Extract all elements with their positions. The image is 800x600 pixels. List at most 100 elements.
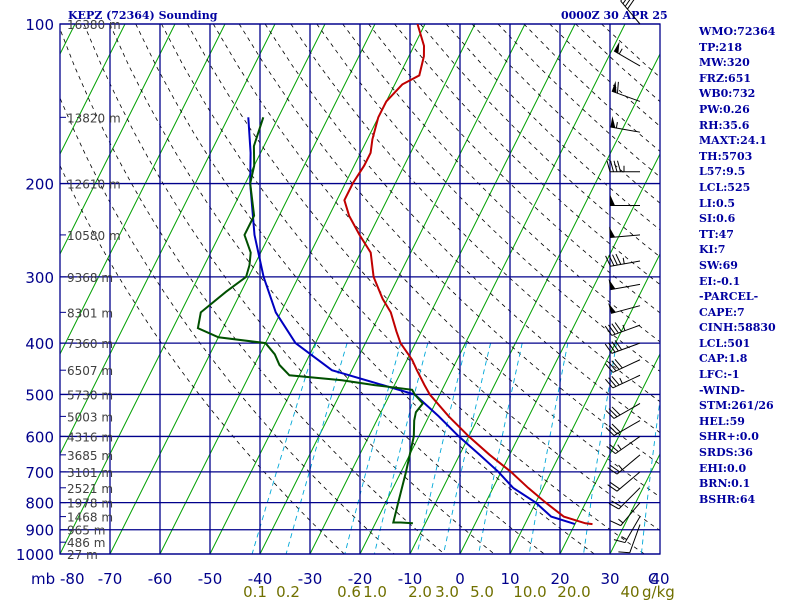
index-item: RH:35.6 [699,118,750,132]
barb-half-flag [622,257,625,264]
mixing-ratio-label: 0.2 [276,583,300,600]
wind-barb [608,302,641,314]
dry-adiabat [109,24,545,554]
index-item: BRN:0.1 [699,477,751,491]
barb-half-flag [619,377,623,384]
dry-adiabat [161,24,645,554]
mixing-ratio-label: 0.1 [243,583,267,600]
wind-barb [611,80,641,102]
index-item: PW:0.26 [699,102,750,116]
height-label: 3685 m [67,449,113,463]
barb-flag [611,423,621,433]
barb-flag [608,425,618,435]
index-item: SHR+:0.0 [699,430,759,444]
barb-flag [610,464,620,473]
index-item: SRDS:36 [699,446,753,460]
mixing-ratio-label: 3.0 [435,583,459,600]
barb-flag [606,160,611,172]
barb-flag [604,343,613,354]
index-item: FRZ:651 [699,71,752,85]
isotherm [259,24,526,554]
isotherm [209,24,476,554]
wind-barb [610,502,641,527]
height-label: 6507 m [67,364,113,378]
barb-flag [612,254,618,266]
mixing-ratio-line [251,342,317,554]
barb-staff [611,90,641,102]
pressure-tick-label: 200 [25,176,54,194]
barb-pennant [608,278,616,290]
isotherm [609,452,660,554]
dry-adiabat [264,24,660,434]
height-label: 5730 m [67,388,113,402]
barb-flag [605,363,614,373]
temperature-tick-label: -70 [98,570,123,588]
dewpoint-trace [196,116,425,525]
mixing-ratio-label: 5.0 [470,583,494,600]
wind-barb [605,374,641,389]
barb-flag [608,324,616,335]
index-item: L57:9.5 [699,165,746,179]
height-label: 13820 m [67,111,121,125]
height-label: 10580 m [67,229,121,243]
barb-staff [611,342,641,354]
height-label: 7360 m [67,337,113,351]
barb-flag [622,0,627,4]
barb-flag [609,443,619,453]
dry-adiabat [419,24,660,258]
index-item: BSHR:64 [699,492,756,506]
wind-barb [607,454,641,475]
barb-flag [616,81,619,94]
barb-staff [618,487,641,510]
mixing-ratio-label: 10.0 [513,583,546,600]
barb-flag [605,427,615,436]
barb-staff [610,126,641,133]
barb-staff [620,502,641,526]
barb-flag [611,500,622,507]
index-item: SW:69 [699,258,738,272]
wind-barb [605,253,641,267]
barb-flag [610,520,621,527]
wind-barb [610,194,640,206]
barb-staff [616,454,641,475]
pressure-tick-label: 100 [25,16,54,34]
barb-pennant [610,116,616,128]
index-item: TT:47 [699,227,734,241]
isotherm-lines [60,24,660,554]
barb-staff [610,260,641,267]
barb-staff [629,524,641,553]
barb-flag [624,0,631,7]
index-item: LCL:501 [699,336,751,350]
barb-flag [614,340,623,351]
barb-flag [627,0,635,10]
pressure-tick-label: 1000 [16,546,54,564]
wind-barb [604,340,641,354]
height-label: 5003 m [67,410,113,424]
height-label: 12610 m [67,178,121,192]
pressure-tick-label: 600 [25,428,54,446]
index-item: MAXT:24.1 [699,134,767,148]
mixing-ratio-line [640,397,660,554]
mixing-ratio-line [528,343,569,554]
wind-barb [610,116,641,133]
index-item: LFC:-1 [699,368,740,382]
barb-flag [617,160,621,172]
barb-flag [608,377,617,387]
barb-staff [624,516,641,543]
index-item: LCL:525 [699,180,751,194]
barb-half-flag [622,324,626,331]
temperature-tick-label: -30 [298,570,323,588]
barb-flag [611,360,620,370]
height-label: 8301 m [67,306,113,320]
temperature-tick-label: -40 [248,570,273,588]
barb-flag [605,410,615,419]
isotherm [60,24,126,156]
index-item: TH:5703 [699,149,753,163]
barb-staff [612,359,641,373]
height-label: 1978 m [67,497,113,511]
index-item: CAP:1.8 [699,352,748,366]
pressure-tick-label: 700 [25,464,54,482]
barb-half-flag [618,464,623,470]
index-item: CINH:58830 [699,321,776,335]
